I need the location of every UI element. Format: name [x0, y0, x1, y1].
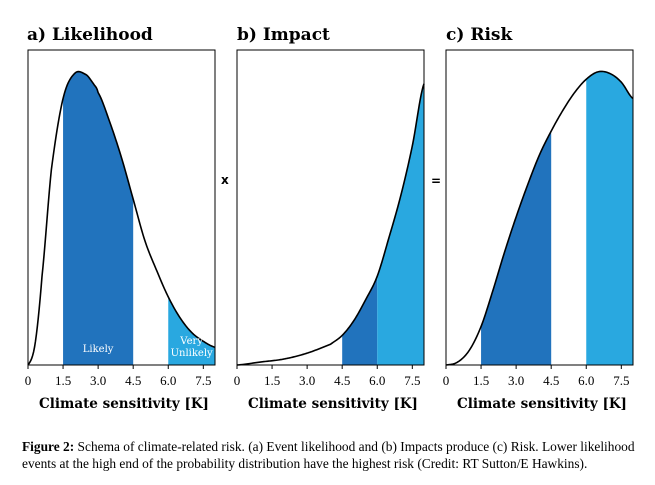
panel-c-tick-label: 6.0	[578, 373, 594, 388]
panel-a-likelihood-plot: 0 1.5 3.0 4.5 6.0 7.5 Likely Very Unlikely	[25, 49, 216, 388]
times-operator: x	[221, 173, 229, 187]
panel-c-tick-label: 4.5	[543, 373, 559, 388]
figure-caption: Figure 2: Schema of climate-related risk…	[22, 438, 642, 472]
panel-b-tick-label: 0	[234, 373, 241, 388]
panel-c-title: c) Risk	[446, 25, 513, 45]
panel-b-tick-label: 4.5	[334, 373, 350, 388]
panel-a-tick-label: 0	[25, 373, 32, 388]
panel-c-band-light	[586, 71, 633, 366]
panel-a-tick-label: 7.5	[195, 373, 211, 388]
equals-operator: =	[431, 174, 441, 188]
caption-lead: Figure 2:	[22, 439, 75, 454]
panel-c-frame	[445, 49, 634, 366]
panel-b-tick-label: 3.0	[299, 373, 315, 388]
panel-a-tick-label: 1.5	[55, 373, 71, 388]
panel-b-title: b) Impact	[237, 25, 330, 45]
caption-text: Schema of climate-related risk. (a) Even…	[22, 439, 635, 471]
panel-a-tick-label: 6.0	[160, 373, 176, 388]
panel-c-tick-label: 0	[443, 373, 450, 388]
panel-b-band-dark	[342, 276, 378, 365]
panel-b-impact-plot: 0 1.5 3.0 4.5 6.0 7.5	[234, 49, 425, 388]
panel-a-band-label: Likely	[83, 344, 114, 355]
panel-a-tick-label: 3.0	[90, 373, 106, 388]
panel-a-frame	[27, 49, 216, 366]
panel-c-curve	[445, 70, 634, 366]
panel-a-band-dark	[63, 71, 134, 365]
risk-schema-figure: a) Likelihood b) Impact c) Risk x = 0 1.5…	[25, 25, 634, 412]
panel-c-tick-label: 1.5	[473, 373, 489, 388]
panel-a-band-light	[168, 296, 215, 365]
panel-a-title: a) Likelihood	[27, 25, 153, 45]
panel-c-risk-plot: 0 1.5 3.0 4.5 6.0 7.5	[443, 49, 634, 388]
panel-b-band-light	[377, 83, 424, 366]
panel-a-xlabel: Climate sensitivity [K]	[39, 396, 209, 412]
panel-b-tick-label: 6.0	[369, 373, 385, 388]
panel-b-xlabel: Climate sensitivity [K]	[248, 396, 418, 412]
panel-c-tick-label: 3.0	[508, 373, 524, 388]
panel-b-tick-label: 1.5	[264, 373, 280, 388]
panel-a-tick-label: 4.5	[125, 373, 141, 388]
panel-a-band-label: Very Unlikely	[171, 336, 213, 359]
panel-c-xlabel: Climate sensitivity [K]	[457, 396, 627, 412]
panel-a-curve	[27, 70, 216, 366]
panel-b-tick-label: 7.5	[404, 373, 420, 388]
panel-b-curve	[236, 83, 425, 366]
panel-c-tick-label: 7.5	[613, 373, 629, 388]
panel-c-band-dark	[481, 131, 552, 365]
panel-b-frame	[236, 49, 425, 366]
